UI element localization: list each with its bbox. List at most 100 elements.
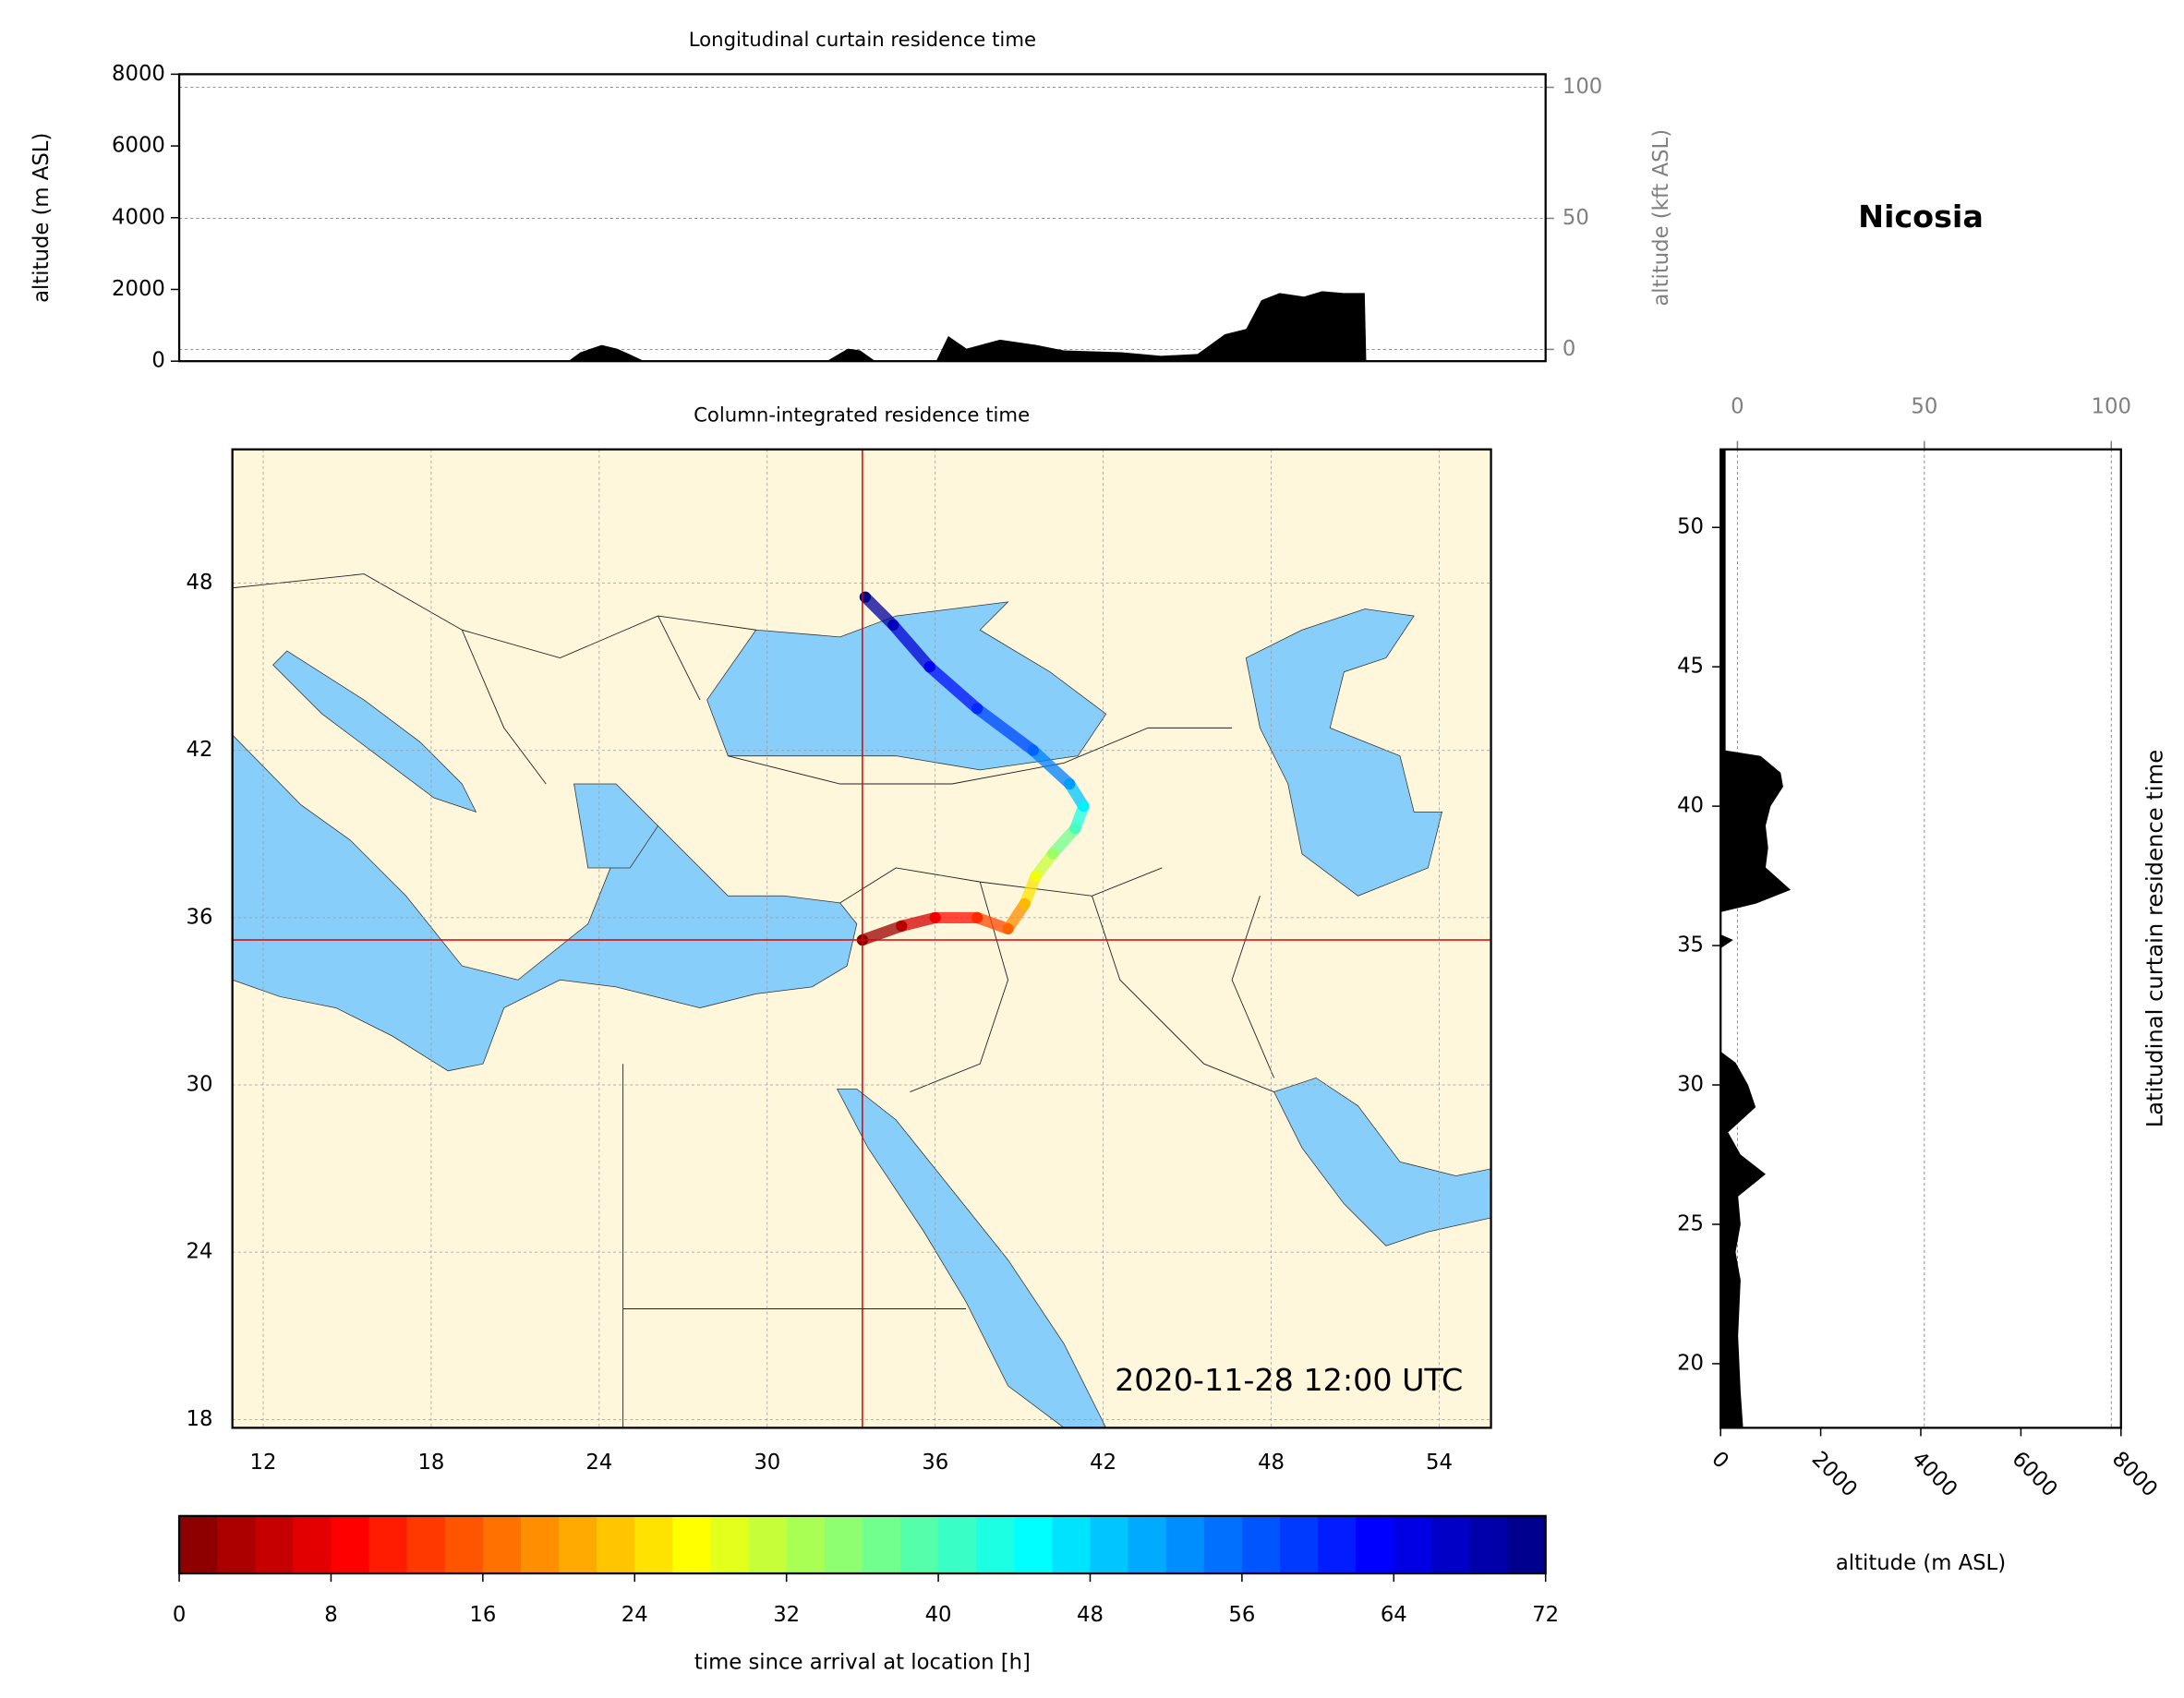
- y-tick-label: 40: [1677, 794, 1704, 818]
- panel-title: Longitudinal curtain residence time: [689, 29, 1036, 52]
- colorbar-swatch: [482, 1515, 522, 1574]
- y2-axis-label: altitude (kft ASL): [1649, 129, 1673, 307]
- y-tick-label: 36: [186, 905, 212, 929]
- x-axis-label: altitude (m ASL): [1836, 1551, 2006, 1575]
- trajectory-point: [1002, 922, 1014, 935]
- colorbar-swatch: [1128, 1515, 1167, 1574]
- x-tick-label: 48: [1258, 1451, 1285, 1475]
- colorbar-swatch: [293, 1515, 332, 1574]
- x-tick-label: 0: [173, 1603, 186, 1627]
- trajectory-segment: [923, 661, 983, 715]
- colorbar-swatch: [331, 1515, 370, 1574]
- colorbar-swatch: [786, 1515, 826, 1574]
- caspian: [1245, 608, 1442, 897]
- colorbar-swatch: [938, 1515, 977, 1574]
- trajectory-point: [1064, 777, 1076, 790]
- colorbar-swatch: [1241, 1515, 1281, 1574]
- colorbar-swatch: [1318, 1515, 1357, 1574]
- colorbar-swatch: [634, 1515, 674, 1574]
- y-tick-label: 2000: [112, 277, 165, 301]
- trajectory-point: [1069, 823, 1081, 835]
- colorbar-label: time since arrival at location [h]: [694, 1651, 1031, 1675]
- colorbar-swatch: [444, 1515, 484, 1574]
- persian-gulf: [1273, 1077, 1491, 1246]
- y-tick-label: 25: [1677, 1211, 1704, 1235]
- x-tick-label: 54: [1426, 1451, 1453, 1475]
- x-tick-label: 8: [324, 1603, 337, 1627]
- x-tick-label: 36: [922, 1451, 948, 1475]
- x-tick-label: 30: [754, 1451, 780, 1475]
- colorbar-swatch: [1394, 1515, 1433, 1574]
- terrain-area: [1720, 449, 1792, 1428]
- y-tick-label: 50: [1677, 515, 1704, 539]
- colorbar-swatch: [1356, 1515, 1395, 1574]
- colorbar-swatch: [559, 1515, 597, 1574]
- border: [232, 573, 1275, 1428]
- colorbar-swatch: [1469, 1515, 1509, 1574]
- colorbar-swatch: [255, 1515, 295, 1574]
- trajectory-point: [1046, 848, 1059, 860]
- trajectory-segment: [859, 591, 899, 631]
- y-tick-label: 30: [1677, 1073, 1704, 1097]
- trajectory-point: [971, 911, 983, 923]
- trajectory-point: [859, 591, 871, 603]
- x-tick-label: 42: [1090, 1451, 1116, 1475]
- x-tick-label: 56: [1228, 1603, 1255, 1627]
- colorbar-swatch: [368, 1515, 408, 1574]
- colorbar-swatch: [710, 1515, 750, 1574]
- panel-title: Latitudinal curtain residence time: [2142, 750, 2168, 1127]
- y-tick-label: 48: [186, 571, 212, 595]
- y2-tick-label: 100: [1563, 75, 1602, 99]
- mediterranean: [232, 734, 858, 1072]
- timestamp: 2020-11-28 12:00 UTC: [1115, 1362, 1463, 1398]
- trajectory: [856, 591, 1090, 946]
- x-tick-label: 16: [469, 1603, 496, 1627]
- x-tick-label: 18: [417, 1451, 444, 1475]
- y-tick-label: 20: [1677, 1351, 1704, 1375]
- station-title: Nicosia: [1858, 199, 1984, 235]
- x-tick-label: 48: [1077, 1603, 1104, 1627]
- colorbar-swatch: [862, 1515, 901, 1574]
- colorbar-swatch: [1203, 1515, 1243, 1574]
- red-sea: [836, 1089, 1107, 1428]
- colorbar-swatch: [1090, 1515, 1129, 1574]
- trajectory-segment: [1027, 744, 1076, 790]
- panel-title: Column-integrated residence time: [694, 403, 1030, 427]
- colorbar-swatch: [672, 1515, 712, 1574]
- colorbar-swatch: [824, 1515, 863, 1574]
- trajectory-segment: [856, 920, 908, 946]
- axes-frame: [177, 1514, 1547, 1575]
- colorbar-swatch: [406, 1515, 446, 1574]
- y2-tick-label: 0: [1563, 337, 1575, 361]
- trajectory-point: [896, 920, 908, 933]
- y-tick-label: 24: [186, 1240, 212, 1264]
- aegean: [573, 783, 659, 869]
- colorbar-swatch: [1279, 1515, 1319, 1574]
- y-axis-label: altitude (m ASL): [30, 133, 54, 303]
- x2-tick-label: 50: [1911, 395, 1937, 419]
- colorbar-swatch: [1431, 1515, 1471, 1574]
- trajectory-point: [1027, 744, 1039, 756]
- y-tick-label: 35: [1677, 933, 1704, 957]
- trajectory-point: [923, 661, 935, 673]
- trajectory-point: [1019, 897, 1031, 909]
- colorbar-swatch: [179, 1515, 218, 1574]
- axes-frame: [231, 448, 1492, 1429]
- borders: [232, 573, 1275, 1428]
- x-tick-label: 64: [1381, 1603, 1407, 1627]
- axes-frame: [1719, 448, 2122, 1429]
- colorbar-swatch: [217, 1515, 257, 1574]
- colorbar-swatch: [1052, 1515, 1092, 1574]
- trajectory-point: [887, 619, 899, 631]
- x-tick-label: 40: [925, 1603, 952, 1627]
- x-tick-label: 72: [1532, 1603, 1559, 1627]
- y-tick-label: 30: [186, 1073, 212, 1097]
- y-tick-label: 6000: [112, 134, 165, 158]
- colorbar-swatch: [520, 1515, 560, 1574]
- y2-tick-label: 50: [1563, 206, 1589, 230]
- y-tick-label: 8000: [112, 62, 165, 86]
- colorbar-swatch: [899, 1515, 939, 1574]
- y-tick-label: 18: [186, 1407, 212, 1431]
- colorbar-swatch: [748, 1515, 788, 1574]
- y-tick-label: 42: [186, 738, 212, 762]
